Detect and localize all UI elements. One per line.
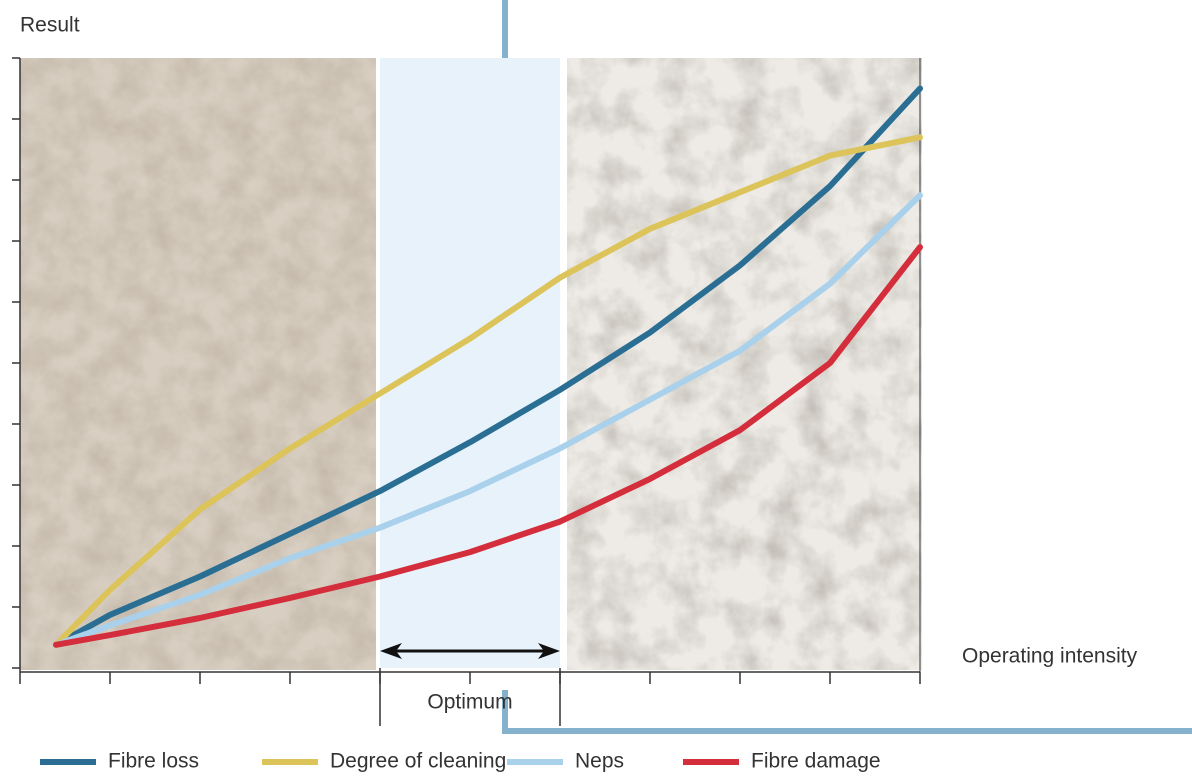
chart: Result Operating intensity Optimum Fibre … bbox=[0, 0, 1192, 778]
legend-label: Fibre damage bbox=[751, 750, 881, 773]
optimum-label: Optimum bbox=[427, 691, 512, 714]
y-axis-label: Result bbox=[20, 14, 80, 37]
legend-label: Neps bbox=[575, 750, 624, 773]
legend-label: Fibre loss bbox=[108, 750, 199, 773]
legend-label: Degree of cleaning bbox=[330, 750, 506, 773]
page: {"chart_data": {"type": "line", "y_label… bbox=[0, 0, 1192, 783]
x-axis-label: Operating intensity bbox=[962, 645, 1138, 668]
decor-line bbox=[505, 690, 1192, 731]
optimum-band bbox=[380, 58, 560, 668]
